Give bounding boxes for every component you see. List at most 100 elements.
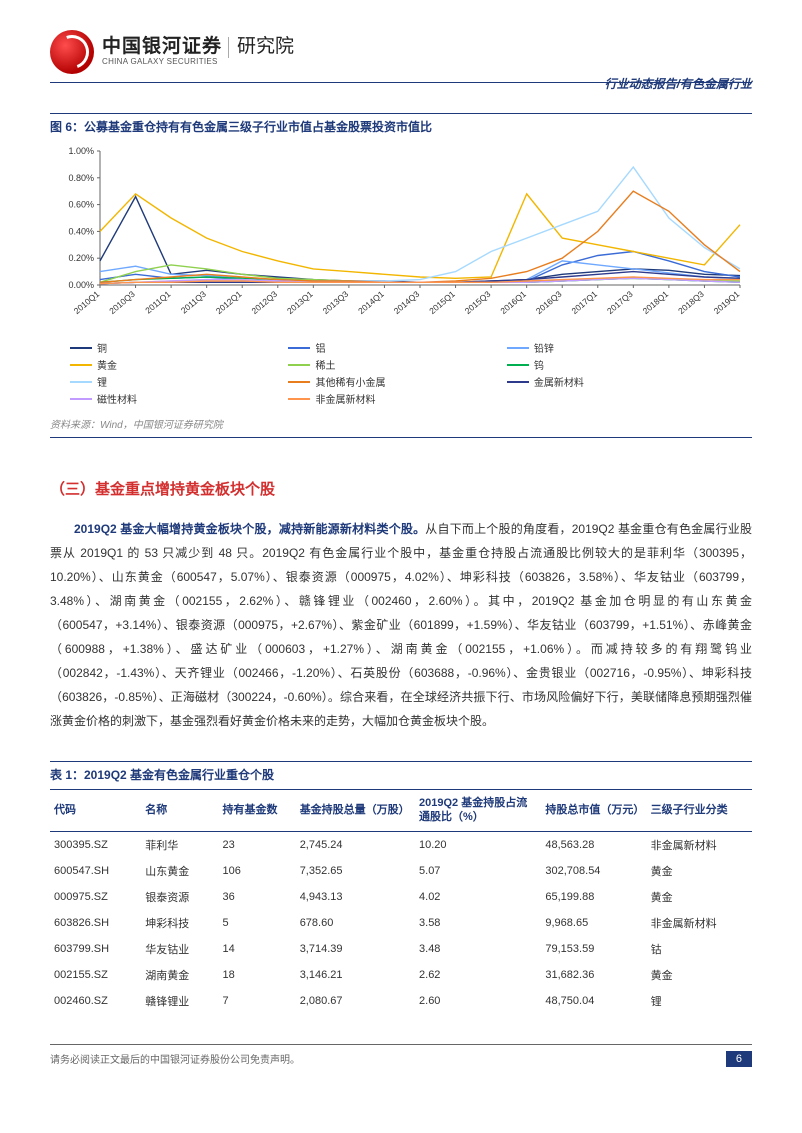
table-cell: 002155.SZ [50,962,141,988]
table-cell: 79,153.59 [541,936,646,962]
table-cell: 非金属新材料 [647,831,752,858]
legend-item: 锂 [70,374,288,389]
svg-text:0.20%: 0.20% [68,253,94,263]
table-cell: 锂 [647,988,752,1014]
legend-item: 铅锌 [507,340,725,355]
table-header-cell: 代码 [50,790,141,832]
table-header-cell: 2019Q2 基金持股占流通股比（%） [415,790,541,832]
logo-en-text: CHINA GALAXY SECURITIES [102,58,294,67]
table-cell: 14 [218,936,295,962]
table-cell: 603799.SH [50,936,141,962]
table-cell: 银泰资源 [141,884,218,910]
svg-text:2013Q1: 2013Q1 [285,289,315,316]
svg-text:2015Q3: 2015Q3 [463,289,493,316]
table-cell: 9,968.65 [541,910,646,936]
figure6-legend: 铜铝铅锌黄金稀土钨锂其他稀有小金属金属新材料磁性材料非金属新材料 [50,336,752,412]
svg-text:2016Q3: 2016Q3 [534,289,564,316]
legend-item: 非金属新材料 [288,391,506,406]
table-row: 000975.SZ银泰资源364,943.134.0265,199.88黄金 [50,884,752,910]
svg-text:2010Q1: 2010Q1 [72,289,102,316]
table-cell: 5.07 [415,858,541,884]
table-cell: 山东黄金 [141,858,218,884]
table-cell: 2.62 [415,962,541,988]
svg-text:2019Q1: 2019Q1 [712,289,742,316]
table-header-cell: 基金持股总量（万股） [296,790,415,832]
table-cell: 坤彩科技 [141,910,218,936]
table-cell: 36 [218,884,295,910]
figure6-title: 图 6：公募基金重仓持有有色金属三级子行业市值占基金股票投资市值比 [50,113,752,135]
table-cell: 湖南黄金 [141,962,218,988]
table-cell: 600547.SH [50,858,141,884]
page-header: 中国银河证券 研究院 CHINA GALAXY SECURITIES 行业动态报… [50,30,752,83]
table-cell: 300395.SZ [50,831,141,858]
table-cell: 000975.SZ [50,884,141,910]
table1-title: 表 1：2019Q2 基金有色金属行业重仓个股 [50,761,752,783]
svg-text:2011Q1: 2011Q1 [143,289,172,316]
legend-item: 铝 [288,340,506,355]
table-cell: 002460.SZ [50,988,141,1014]
svg-text:2014Q3: 2014Q3 [392,289,422,316]
legend-item: 稀土 [288,357,506,372]
table-cell: 黄金 [647,884,752,910]
logo-cn-text: 中国银河证券 [102,37,222,58]
figure6-chart: 0.00%0.20%0.40%0.60%0.80%1.00%2010Q12010… [50,143,752,412]
table-row: 002460.SZ赣锋锂业72,080.672.6048,750.04锂 [50,988,752,1014]
table-row: 603799.SH华友钴业143,714.393.4879,153.59钴 [50,936,752,962]
section3-body-text: 从自下而上个股的角度看，2019Q2 基金重仓有色金属行业股票从 2019Q1 … [50,522,752,728]
table-cell: 3,146.21 [296,962,415,988]
table1: 代码名称持有基金数基金持股总量（万股）2019Q2 基金持股占流通股比（%）持股… [50,789,752,1014]
svg-text:0.80%: 0.80% [68,173,94,183]
table-cell: 华友钴业 [141,936,218,962]
table-cell: 非金属新材料 [647,910,752,936]
table-cell: 7,352.65 [296,858,415,884]
table-header-cell: 持有基金数 [218,790,295,832]
legend-item: 金属新材料 [507,374,725,389]
section3-title: （三）基金重点增持黄金板块个股 [50,478,752,499]
logo-suffix-text: 研究院 [228,37,294,58]
svg-text:2011Q3: 2011Q3 [179,289,208,316]
table-cell: 钴 [647,936,752,962]
table-cell: 48,563.28 [541,831,646,858]
section3-lead: 2019Q2 基金大幅增持黄金板块个股，减持新能源新材料类个股。 [74,522,425,536]
table-cell: 2.60 [415,988,541,1014]
table-header-cell: 持股总市值（万元） [541,790,646,832]
page-footer: 请务必阅读正文最后的中国银河证券股份公司免责声明。 6 [50,1044,752,1067]
table-row: 600547.SH山东黄金1067,352.655.07302,708.54黄金 [50,858,752,884]
table-cell: 3,714.39 [296,936,415,962]
table-header-cell: 三级子行业分类 [647,790,752,832]
legend-item: 钨 [507,357,725,372]
section3-body: 2019Q2 基金大幅增持黄金板块个股，减持新能源新材料类个股。从自下而上个股的… [50,517,752,733]
table-cell: 3.58 [415,910,541,936]
table-row: 603826.SH坤彩科技5678.603.589,968.65非金属新材料 [50,910,752,936]
table-cell: 黄金 [647,858,752,884]
table-cell: 48,750.04 [541,988,646,1014]
svg-text:0.40%: 0.40% [68,226,94,236]
table-cell: 106 [218,858,295,884]
svg-text:2016Q1: 2016Q1 [498,289,528,316]
table-cell: 4.02 [415,884,541,910]
svg-text:2018Q3: 2018Q3 [676,289,706,316]
galaxy-logo-icon [50,30,94,74]
table-cell: 18 [218,962,295,988]
table-cell: 4,943.13 [296,884,415,910]
legend-item: 黄金 [70,357,288,372]
svg-text:0.00%: 0.00% [68,280,94,290]
table-cell: 3.48 [415,936,541,962]
svg-text:2018Q1: 2018Q1 [641,289,671,316]
table-header-cell: 名称 [141,790,218,832]
page-number: 6 [726,1051,752,1067]
footer-disclaimer: 请务必阅读正文最后的中国银河证券股份公司免责声明。 [50,1051,300,1066]
table-cell: 2,080.67 [296,988,415,1014]
table-cell: 菲利华 [141,831,218,858]
svg-text:2017Q1: 2017Q1 [569,289,599,316]
table-cell: 678.60 [296,910,415,936]
svg-text:2014Q1: 2014Q1 [356,289,386,316]
table-cell: 5 [218,910,295,936]
table-cell: 603826.SH [50,910,141,936]
table-cell: 赣锋锂业 [141,988,218,1014]
legend-item: 磁性材料 [70,391,288,406]
table-cell: 7 [218,988,295,1014]
svg-text:0.60%: 0.60% [68,200,94,210]
svg-text:2017Q3: 2017Q3 [605,289,635,316]
table-row: 300395.SZ菲利华232,745.2410.2048,563.28非金属新… [50,831,752,858]
